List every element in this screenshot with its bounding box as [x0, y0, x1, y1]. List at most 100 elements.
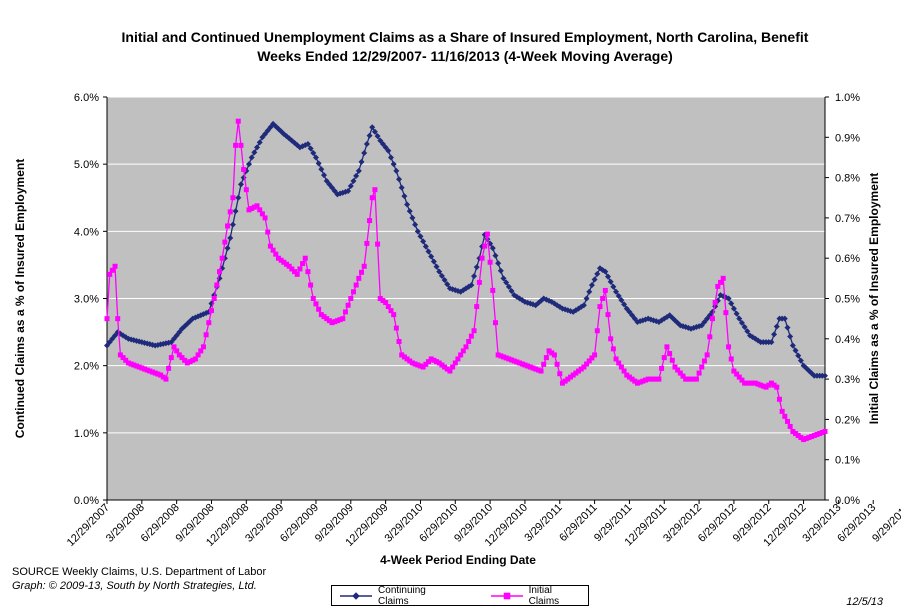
continuing-claims-point [591, 276, 598, 283]
initial-claims-point [621, 368, 627, 374]
initial-claims-point [709, 316, 715, 322]
continuing-claims-point [331, 188, 338, 195]
initial-claims-point [680, 373, 686, 379]
continuing-claims-point [773, 323, 780, 330]
initial-claims-point [326, 318, 332, 324]
initial-claims-point [257, 207, 263, 213]
continuing-claims-point [235, 194, 242, 201]
initial-claims-point [651, 376, 657, 382]
continuing-claims-point [363, 141, 370, 148]
initial-claims-point [656, 376, 662, 382]
continuing-claims-point [503, 279, 510, 286]
initial-claims-point [811, 433, 817, 439]
date-stamp: 12/5/13 [846, 596, 883, 608]
right-tick-label: 0.6% [835, 253, 860, 265]
initial-claims-point [168, 355, 174, 361]
continuing-claims-point [401, 193, 408, 200]
initial-claims-point [535, 367, 541, 373]
legend-swatch-continuing [340, 591, 373, 600]
initial-claims-point [817, 431, 823, 437]
continuing-claims-point [728, 300, 735, 307]
initial-claims-point [597, 304, 603, 310]
initial-claims-point [557, 371, 563, 377]
initial-claims-point [736, 374, 742, 380]
initial-claims-point [492, 320, 498, 326]
initial-claims-point [176, 352, 182, 358]
initial-claims-point [771, 382, 777, 388]
continuing-claims-point [310, 149, 317, 156]
initial-claims-point [675, 367, 681, 373]
initial-claims-point [533, 366, 539, 372]
initial-claims-point [707, 334, 713, 340]
initial-claims-point [482, 243, 488, 249]
continuing-claims-point [784, 324, 791, 331]
initial-claims-point [259, 211, 265, 217]
initial-claims-point [380, 298, 386, 304]
initial-claims-point [525, 363, 531, 369]
initial-claims-point [195, 352, 201, 358]
continuing-claims-point [508, 287, 515, 294]
initial-claims-point [423, 361, 429, 367]
initial-claims-point [104, 316, 110, 322]
initial-claims-point [691, 376, 697, 382]
initial-claims-point [538, 368, 544, 374]
initial-claims-point [734, 371, 740, 377]
continuing-claims-point [428, 253, 435, 260]
initial-claims-point [463, 344, 469, 350]
left-tick-label: 5.0% [74, 159, 99, 171]
continuing-claims-point [473, 264, 480, 271]
initial-claims-point [152, 370, 158, 376]
initial-claims-point [801, 437, 807, 443]
continuing-claims-point [781, 315, 788, 322]
initial-claims-point [136, 364, 142, 370]
initial-claims-point [509, 357, 515, 363]
initial-claims-point [718, 279, 724, 285]
right-tick-label: 0.4% [835, 334, 860, 346]
initial-claims-point [404, 356, 410, 362]
initial-claims-point [750, 380, 756, 386]
initial-claims-point [345, 302, 351, 308]
initial-claims-point [262, 215, 268, 221]
chart-title: Initial and Continued Unemployment Claim… [121, 29, 809, 64]
initial-claims-point [704, 352, 710, 358]
initial-claims-point [393, 325, 399, 331]
legend-item-continuing: Continuing Claims [340, 585, 455, 607]
continuing-claims-point [441, 277, 448, 284]
continuing-claims-point [500, 275, 507, 282]
initial-claims-point [589, 355, 595, 361]
initial-claims-point [809, 434, 815, 440]
continuing-claims-point [414, 228, 421, 235]
initial-claims-point [742, 380, 748, 386]
initial-claims-point [565, 376, 571, 382]
initial-claims-point [179, 355, 185, 361]
initial-claims-point [648, 376, 654, 382]
initial-claims-point [238, 142, 244, 148]
initial-claims-point [150, 369, 156, 375]
continuing-claims-point [602, 268, 609, 275]
initial-claims-point [562, 378, 568, 384]
continuing-claims-point [725, 295, 732, 302]
initial-claims-point [768, 380, 774, 386]
initial-claims-point [246, 207, 252, 213]
initial-claims-point [235, 118, 241, 124]
continuing-claims-point [505, 283, 512, 290]
initial-claims-point [501, 354, 507, 360]
continuing-claims-point [385, 147, 392, 154]
initial-claims-point [211, 296, 217, 301]
initial-claims-point [281, 259, 287, 265]
initial-claims-point [760, 383, 766, 389]
initial-claims-point [324, 316, 330, 322]
continuing-claims-point [106, 339, 113, 346]
x-tick-label: 12/29/2007 [65, 502, 112, 549]
initial-claims-point [275, 255, 281, 261]
initial-claims-point [672, 364, 678, 370]
initial-claims-point [206, 320, 212, 326]
initial-claims-point [361, 263, 367, 269]
continuing-claims-point [613, 288, 620, 295]
continuing-claims-point [417, 233, 424, 240]
initial-claims-point [190, 357, 196, 363]
series-initial-claims [104, 118, 828, 443]
continuing-claims-point [733, 310, 740, 317]
initial-claims-point [313, 301, 319, 307]
